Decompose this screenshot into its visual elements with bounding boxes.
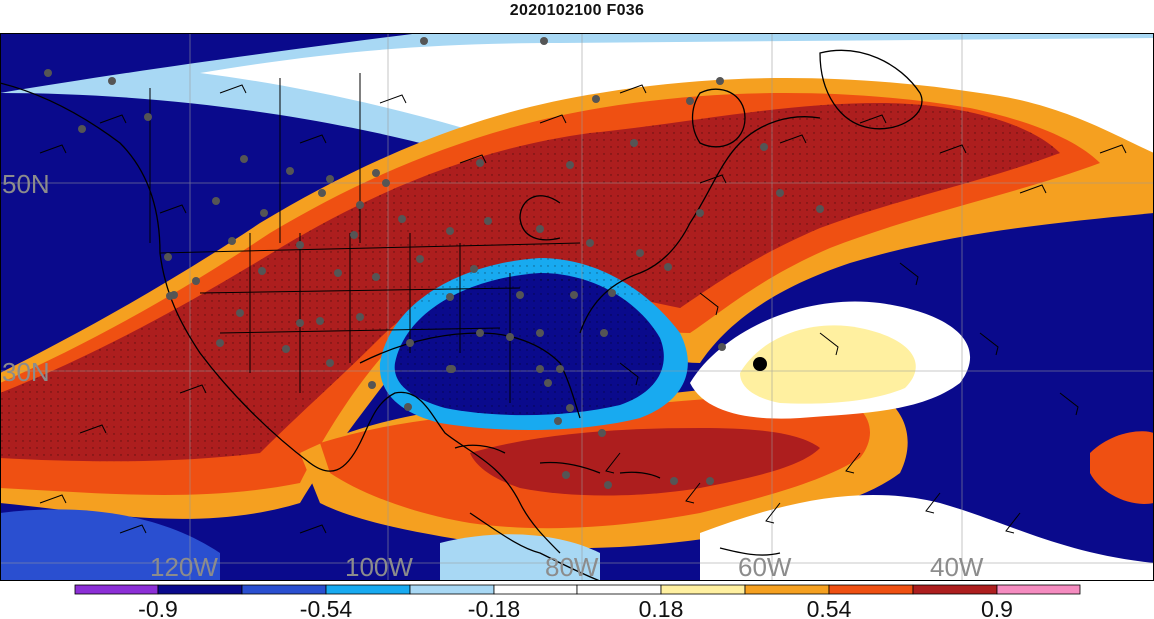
station-markers [44, 37, 824, 489]
map-panel: 50N 30N 120W 100W 80W 60W 40W [0, 33, 1154, 581]
colorbar-tick-3: 0.18 [639, 596, 684, 619]
field-white-south [700, 494, 1154, 581]
swatch-navy [157, 584, 243, 595]
lon-label-80w: 80W [545, 552, 599, 581]
highlight-marker [753, 357, 767, 371]
colorbar: -0.9 -0.54 -0.18 0.18 0.54 0.9 [74, 584, 1081, 619]
colorbar-tick-5: 0.9 [981, 596, 1013, 619]
colorbar-tick-2: -0.18 [468, 596, 520, 619]
swatch-white-1 [493, 584, 578, 595]
graticule [0, 33, 1154, 581]
lon-label-40w: 40W [930, 552, 984, 581]
swatch-royal [241, 584, 327, 595]
field-yellow-atlantic [740, 325, 916, 404]
lat-label-50n: 50N [2, 169, 50, 199]
chart-title: 2020102100 F036 [509, 2, 645, 19]
stipple-center [394, 273, 664, 416]
lon-label-60w: 60W [738, 552, 792, 581]
swatch-dark-red [912, 584, 998, 595]
colorbar-swatches [74, 584, 1081, 595]
swatch-pale-blue [409, 584, 495, 595]
lat-label-30n: 30N [2, 357, 50, 387]
lon-label-120w: 120W [150, 552, 218, 581]
field-pale-blue-south [440, 534, 600, 581]
colorbar-tick-1: -0.54 [300, 596, 353, 619]
swatch-pale-yellow [660, 584, 746, 595]
stipple-north [0, 103, 1060, 462]
swatch-red-orange [828, 584, 914, 595]
swatch-sky [325, 584, 411, 595]
field-dark-red-tropics [470, 428, 820, 496]
swatch-orange [744, 584, 830, 595]
swatch-white-2 [576, 584, 662, 595]
field-red-east [1090, 431, 1154, 504]
colorbar-tick-4: 0.54 [807, 596, 852, 619]
swatch-purple [74, 584, 159, 595]
lon-label-100w: 100W [345, 552, 413, 581]
swatch-pink [996, 584, 1081, 595]
wind-barbs [39, 84, 1127, 534]
colorbar-tick-0: -0.9 [138, 596, 178, 619]
